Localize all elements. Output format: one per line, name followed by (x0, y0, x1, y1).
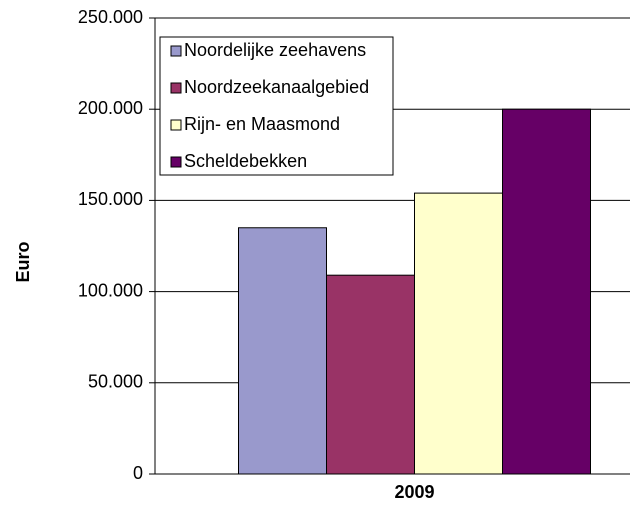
bar (326, 274, 415, 475)
bar (414, 192, 503, 475)
x-tick-label: 2009 (394, 482, 434, 502)
y-tick-label: 150.000 (78, 189, 143, 209)
legend-swatch (170, 156, 182, 168)
legend-label: Noordelijke zeehavens (184, 40, 366, 60)
y-tick-label: 50.000 (88, 372, 143, 392)
y-axis-title: Euro (13, 241, 33, 282)
legend-label: Scheldebekken (184, 151, 307, 171)
legend-label: Rijn- en Maasmond (184, 114, 340, 134)
legend-box (159, 36, 394, 176)
bar (502, 108, 591, 475)
y-tick-label: 250.000 (78, 7, 143, 27)
legend-label: Noordzeekanaalgebied (184, 77, 369, 97)
legend-swatch (170, 82, 182, 94)
y-tick-label: 0 (133, 463, 143, 483)
y-tick-label: 100.000 (78, 280, 143, 300)
legend-swatch (170, 45, 182, 57)
bar (238, 227, 327, 475)
legend-swatch (170, 119, 182, 131)
y-tick-label: 200.000 (78, 98, 143, 118)
